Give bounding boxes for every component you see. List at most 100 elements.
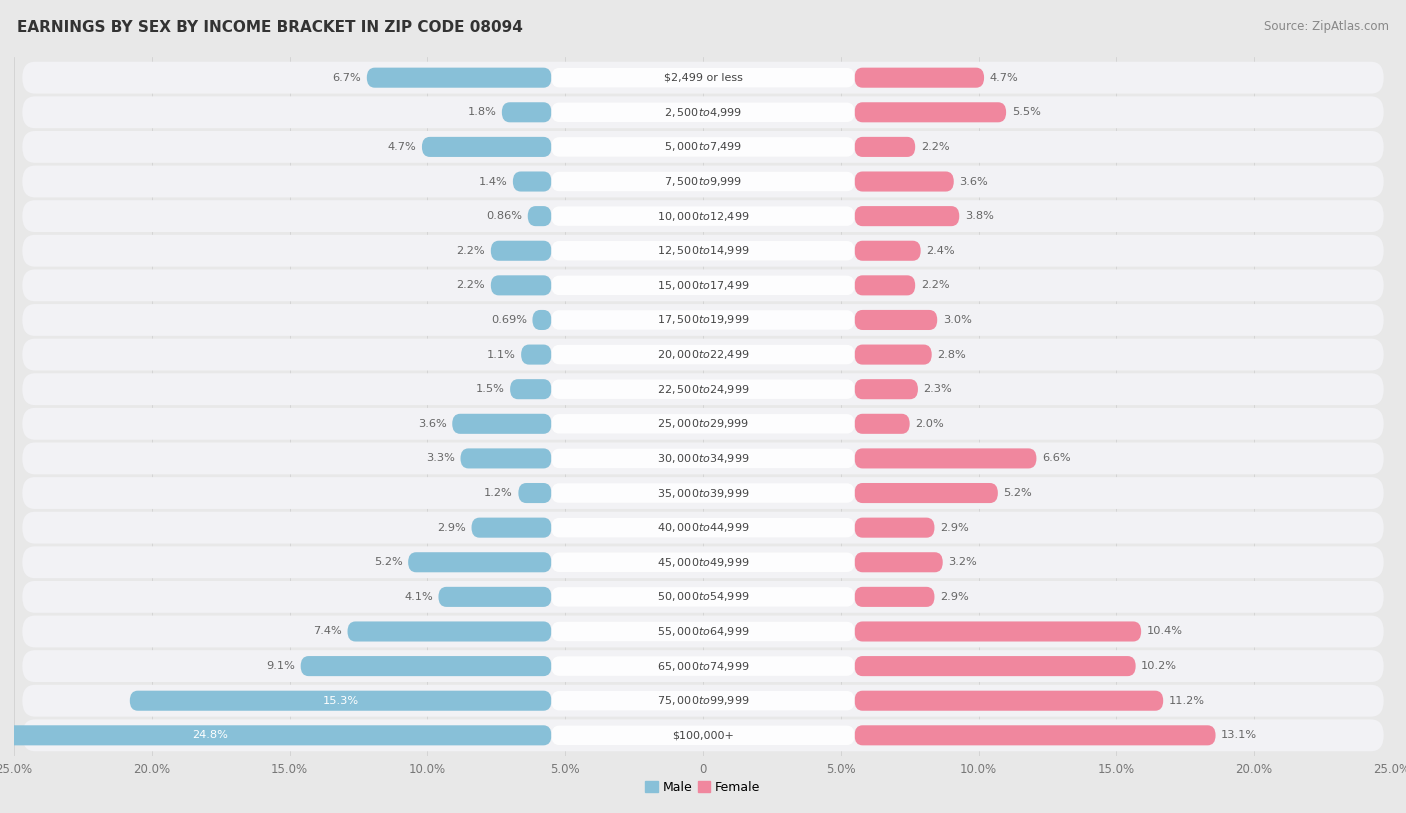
- FancyBboxPatch shape: [22, 373, 1384, 405]
- FancyBboxPatch shape: [491, 276, 551, 295]
- FancyBboxPatch shape: [22, 62, 1384, 93]
- Text: $10,000 to $12,499: $10,000 to $12,499: [657, 210, 749, 223]
- FancyBboxPatch shape: [551, 553, 855, 572]
- FancyBboxPatch shape: [301, 656, 551, 676]
- FancyBboxPatch shape: [855, 345, 932, 364]
- FancyBboxPatch shape: [22, 720, 1384, 751]
- FancyBboxPatch shape: [855, 483, 998, 503]
- Text: 1.5%: 1.5%: [475, 385, 505, 394]
- FancyBboxPatch shape: [453, 414, 551, 434]
- Text: 2.2%: 2.2%: [457, 280, 485, 290]
- Text: 3.6%: 3.6%: [418, 419, 447, 428]
- FancyBboxPatch shape: [510, 379, 551, 399]
- FancyBboxPatch shape: [855, 206, 959, 226]
- FancyBboxPatch shape: [855, 691, 1163, 711]
- Text: 7.4%: 7.4%: [314, 627, 342, 637]
- FancyBboxPatch shape: [22, 304, 1384, 336]
- FancyBboxPatch shape: [22, 615, 1384, 647]
- Text: $45,000 to $49,999: $45,000 to $49,999: [657, 556, 749, 569]
- Text: $7,500 to $9,999: $7,500 to $9,999: [664, 175, 742, 188]
- Text: 4.1%: 4.1%: [404, 592, 433, 602]
- Text: 1.8%: 1.8%: [467, 107, 496, 117]
- Text: 3.8%: 3.8%: [965, 211, 994, 221]
- FancyBboxPatch shape: [22, 581, 1384, 613]
- Text: 10.4%: 10.4%: [1147, 627, 1182, 637]
- FancyBboxPatch shape: [551, 414, 855, 433]
- Text: 3.0%: 3.0%: [943, 315, 972, 325]
- Text: 2.9%: 2.9%: [941, 592, 969, 602]
- FancyBboxPatch shape: [855, 137, 915, 157]
- FancyBboxPatch shape: [513, 172, 551, 192]
- FancyBboxPatch shape: [855, 67, 984, 88]
- FancyBboxPatch shape: [22, 442, 1384, 474]
- Legend: Male, Female: Male, Female: [641, 776, 765, 799]
- Text: EARNINGS BY SEX BY INCOME BRACKET IN ZIP CODE 08094: EARNINGS BY SEX BY INCOME BRACKET IN ZIP…: [17, 20, 523, 35]
- Text: $2,499 or less: $2,499 or less: [664, 72, 742, 83]
- FancyBboxPatch shape: [22, 511, 1384, 544]
- FancyBboxPatch shape: [551, 691, 855, 711]
- Text: $20,000 to $22,499: $20,000 to $22,499: [657, 348, 749, 361]
- Text: 15.3%: 15.3%: [322, 696, 359, 706]
- Text: 6.6%: 6.6%: [1042, 454, 1070, 463]
- Text: 2.2%: 2.2%: [921, 280, 949, 290]
- Text: 5.2%: 5.2%: [1004, 488, 1032, 498]
- Text: $75,000 to $99,999: $75,000 to $99,999: [657, 694, 749, 707]
- FancyBboxPatch shape: [551, 518, 855, 537]
- Text: 5.2%: 5.2%: [374, 557, 402, 567]
- FancyBboxPatch shape: [533, 310, 551, 330]
- Text: 2.4%: 2.4%: [927, 246, 955, 256]
- FancyBboxPatch shape: [129, 691, 551, 711]
- Text: 13.1%: 13.1%: [1220, 730, 1257, 741]
- FancyBboxPatch shape: [855, 276, 915, 295]
- Text: Source: ZipAtlas.com: Source: ZipAtlas.com: [1264, 20, 1389, 33]
- Text: 2.8%: 2.8%: [938, 350, 966, 359]
- FancyBboxPatch shape: [347, 621, 551, 641]
- Text: 4.7%: 4.7%: [990, 72, 1018, 83]
- FancyBboxPatch shape: [22, 166, 1384, 198]
- FancyBboxPatch shape: [551, 345, 855, 364]
- Text: 3.6%: 3.6%: [959, 176, 988, 186]
- FancyBboxPatch shape: [22, 408, 1384, 440]
- FancyBboxPatch shape: [855, 241, 921, 261]
- Text: 4.7%: 4.7%: [388, 142, 416, 152]
- FancyBboxPatch shape: [551, 449, 855, 468]
- FancyBboxPatch shape: [502, 102, 551, 122]
- Text: $15,000 to $17,499: $15,000 to $17,499: [657, 279, 749, 292]
- FancyBboxPatch shape: [422, 137, 551, 157]
- FancyBboxPatch shape: [551, 726, 855, 745]
- Text: 5.5%: 5.5%: [1012, 107, 1040, 117]
- Text: 0.86%: 0.86%: [486, 211, 522, 221]
- FancyBboxPatch shape: [367, 67, 551, 88]
- Text: $35,000 to $39,999: $35,000 to $39,999: [657, 486, 749, 499]
- Text: 6.7%: 6.7%: [333, 72, 361, 83]
- FancyBboxPatch shape: [0, 725, 551, 746]
- FancyBboxPatch shape: [22, 269, 1384, 302]
- FancyBboxPatch shape: [855, 172, 953, 192]
- FancyBboxPatch shape: [22, 477, 1384, 509]
- FancyBboxPatch shape: [855, 414, 910, 434]
- FancyBboxPatch shape: [519, 483, 551, 503]
- FancyBboxPatch shape: [855, 552, 943, 572]
- Text: 0.69%: 0.69%: [491, 315, 527, 325]
- FancyBboxPatch shape: [551, 207, 855, 226]
- FancyBboxPatch shape: [551, 137, 855, 157]
- Text: $40,000 to $44,999: $40,000 to $44,999: [657, 521, 749, 534]
- Text: $12,500 to $14,999: $12,500 to $14,999: [657, 244, 749, 257]
- Text: $30,000 to $34,999: $30,000 to $34,999: [657, 452, 749, 465]
- FancyBboxPatch shape: [551, 587, 855, 606]
- FancyBboxPatch shape: [22, 131, 1384, 163]
- Text: $25,000 to $29,999: $25,000 to $29,999: [657, 417, 749, 430]
- FancyBboxPatch shape: [551, 311, 855, 329]
- FancyBboxPatch shape: [855, 310, 938, 330]
- Text: $65,000 to $74,999: $65,000 to $74,999: [657, 659, 749, 672]
- Text: 2.9%: 2.9%: [437, 523, 465, 533]
- Text: $55,000 to $64,999: $55,000 to $64,999: [657, 625, 749, 638]
- FancyBboxPatch shape: [855, 379, 918, 399]
- Text: 1.1%: 1.1%: [486, 350, 516, 359]
- FancyBboxPatch shape: [22, 200, 1384, 232]
- Text: 2.2%: 2.2%: [457, 246, 485, 256]
- FancyBboxPatch shape: [855, 725, 1216, 746]
- FancyBboxPatch shape: [551, 656, 855, 676]
- FancyBboxPatch shape: [855, 656, 1136, 676]
- FancyBboxPatch shape: [551, 241, 855, 260]
